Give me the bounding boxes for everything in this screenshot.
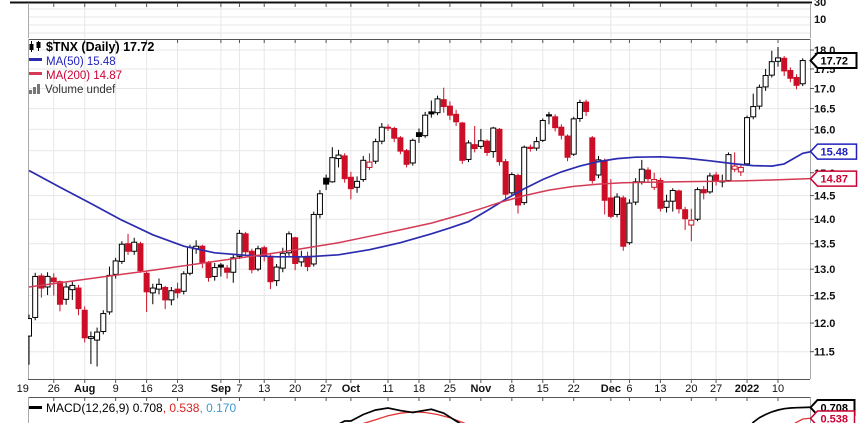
svg-text:12.5: 12.5 [814,291,835,303]
volume-label: Volume undef [45,84,116,96]
svg-text:14.87: 14.87 [821,174,849,186]
price-tags: 17.72 15.48 14.87 [809,52,858,187]
volume-legend-row: Volume undef [29,82,154,96]
svg-text:7: 7 [236,383,242,395]
y-axis-labels: 18.017.517.016.516.015.515.014.514.013.5… [814,45,835,359]
svg-text:25: 25 [444,383,456,395]
svg-text:0.538: 0.538 [821,413,849,423]
svg-text:6: 6 [626,383,632,395]
overlay-lines [28,151,810,288]
symbol-legend-row: $TNX (Daily) 17.72 [29,40,155,54]
volume-bars-icon [29,83,40,94]
svg-text:8: 8 [509,383,515,395]
ma50-legend-row: MA(50) 15.48 [29,54,154,68]
svg-text:22: 22 [568,383,580,395]
ma200-line [28,177,810,288]
svg-text:14.0: 14.0 [814,214,835,226]
svg-text:Aug: Aug [74,383,95,395]
svg-text:20: 20 [685,383,697,395]
svg-text:2022: 2022 [735,383,759,395]
svg-text:13: 13 [258,383,270,395]
svg-text:13.5: 13.5 [814,239,835,251]
svg-text:17.0: 17.0 [814,83,835,95]
macd-line [338,406,810,423]
svg-text:11.5: 11.5 [814,347,835,359]
ma50-label: MA(50) 15.48 [46,56,116,68]
macd-label: MACD(12,26,9) 0.708 [46,401,163,415]
upper-panel: 30 10 [10,0,826,38]
x-axis-labels: 19 26 Aug 9 16 23 Sep 7 13 20 27 Oct 11 18 25 Nov 8 15 22 D… [17,383,784,395]
ma200-label: MA(200) 14.87 [46,70,123,82]
svg-text:16.5: 16.5 [814,104,835,116]
svg-text:9: 9 [113,383,119,395]
svg-text:19: 19 [17,383,29,395]
svg-text:27: 27 [320,383,332,395]
ma200-line-icon [29,72,42,76]
macd-panel [338,406,810,423]
svg-text:26: 26 [48,383,60,395]
svg-text:10: 10 [772,383,784,395]
svg-text:17.72: 17.72 [821,56,849,68]
candles [28,47,806,367]
panel-borders [28,3,814,423]
svg-text:16.0: 16.0 [814,124,835,136]
svg-text:13.0: 13.0 [814,264,835,276]
svg-text:15.48: 15.48 [821,147,849,159]
svg-text:Sep: Sep [211,383,231,395]
macd-line-icon [29,406,42,410]
svg-text:10: 10 [814,14,826,26]
macd-signal-value: , 0.538 [162,401,200,415]
svg-text:Oct: Oct [342,383,361,395]
svg-text:27: 27 [710,383,722,395]
price-grid [28,39,810,379]
svg-text:13: 13 [654,383,666,395]
svg-text:11: 11 [382,383,393,395]
svg-text:18: 18 [413,383,425,395]
ma50-line-icon [29,58,42,62]
svg-text:20: 20 [289,383,301,395]
svg-text:Nov: Nov [470,383,492,395]
chart-legend: $TNX (Daily) 17.72 MA(50) 15.48 MA(200) … [29,40,154,96]
svg-text:12.0: 12.0 [814,318,835,330]
candlestick-icon [29,41,41,53]
macd-hist-value: , 0.170 [199,401,237,415]
svg-text:15: 15 [537,383,549,395]
symbol-title: $TNX (Daily) 17.72 [46,40,155,54]
macd-signal-line [362,411,810,423]
svg-text:30: 30 [814,0,826,9]
macd-legend: MACD(12,26,9) 0.708, 0.538, 0.170 [29,401,236,415]
svg-text:16: 16 [140,383,152,395]
svg-text:23: 23 [171,383,183,395]
svg-text:Dec: Dec [601,383,621,395]
svg-text:14.5: 14.5 [814,191,835,203]
ma50-line [28,151,810,258]
ma200-legend-row: MA(200) 14.87 [29,68,154,82]
